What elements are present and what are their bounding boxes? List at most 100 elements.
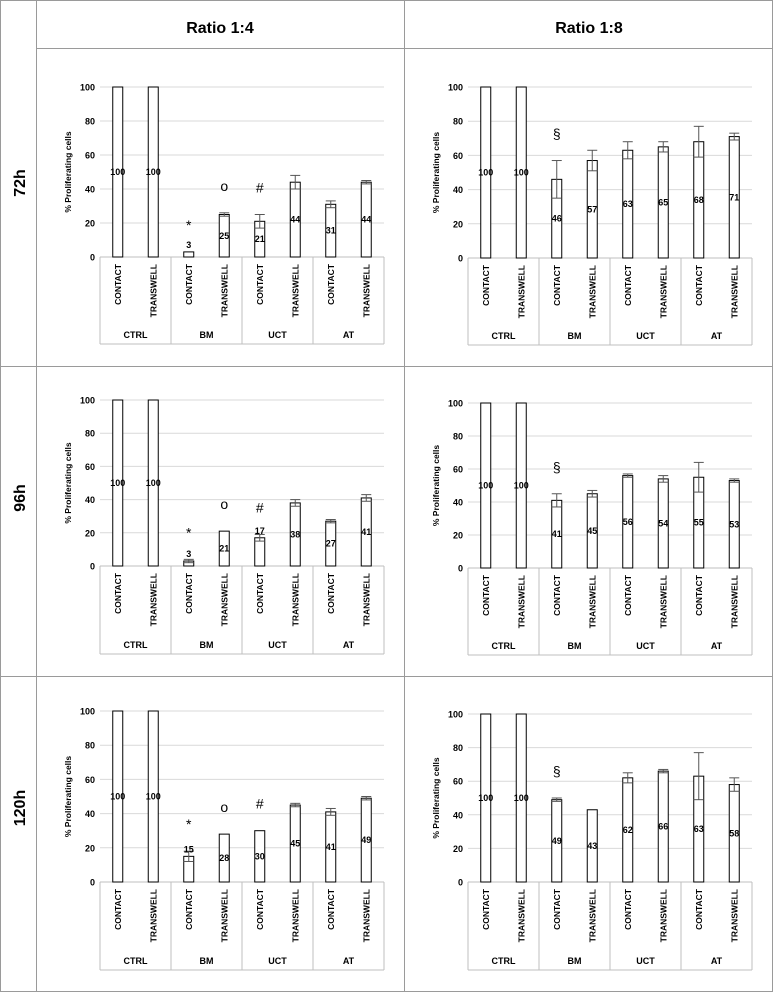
y-tick-label: 100	[448, 83, 463, 93]
bar	[254, 830, 266, 883]
y-axis-label: % Proliferating cells	[63, 756, 73, 838]
data-label: 43	[587, 841, 597, 851]
group-label: BM	[200, 330, 214, 340]
x-tick-label: TRANSWELL	[587, 575, 597, 628]
x-tick-label: TRANSWELL	[290, 573, 300, 626]
data-label: 45	[290, 839, 300, 849]
bar	[254, 537, 266, 567]
y-tick-label: 80	[85, 741, 95, 751]
significance-marker: *	[186, 816, 192, 832]
x-tick-label: CONTACT	[326, 572, 336, 614]
data-label: 17	[255, 526, 265, 536]
significance-marker: #	[256, 796, 264, 812]
y-tick-label: 40	[85, 185, 95, 195]
y-tick-label: 20	[453, 219, 463, 229]
data-label: 100	[514, 168, 529, 178]
data-label: 55	[694, 518, 704, 528]
x-tick-label: CONTACT	[481, 888, 491, 930]
x-tick-label: TRANSWELL	[658, 889, 668, 942]
bar	[515, 86, 527, 259]
y-tick-label: 60	[453, 777, 463, 787]
data-label: 30	[255, 851, 265, 861]
data-label: 54	[658, 518, 668, 528]
significance-marker: §	[553, 763, 561, 779]
group-label: UCT	[268, 330, 287, 340]
data-label: 27	[326, 539, 336, 549]
x-tick-label: CONTACT	[255, 888, 265, 930]
x-tick-label: TRANSWELL	[658, 265, 668, 318]
data-label: 53	[729, 519, 739, 529]
data-label: 3	[186, 549, 191, 559]
x-tick-label: CONTACT	[694, 574, 704, 616]
chart-panels: 0 20 40 60 80 100 % Proliferating cells 100 CONT…	[63, 83, 753, 971]
bar	[112, 399, 124, 567]
x-tick-label: TRANSWELL	[148, 889, 158, 942]
bar	[480, 402, 492, 569]
bar	[586, 809, 598, 883]
x-tick-label: TRANSWELL	[658, 575, 668, 628]
group-label: UCT	[268, 640, 287, 650]
group-label: BM	[568, 641, 582, 651]
data-label: 58	[729, 828, 739, 838]
data-label: 100	[110, 167, 125, 177]
group-label: CTRL	[492, 956, 516, 966]
y-tick-label: 20	[85, 219, 95, 229]
chart-panel: 0 20 40 60 80 100 % Proliferating cells 100 CONT…	[63, 83, 385, 345]
y-tick-label: 100	[80, 83, 95, 93]
x-tick-label: TRANSWELL	[516, 889, 526, 942]
y-axis-label: % Proliferating cells	[431, 757, 441, 839]
data-label: 38	[290, 529, 300, 539]
y-tick-label: 100	[448, 399, 463, 409]
data-label: 100	[146, 792, 161, 802]
data-label: 100	[478, 481, 493, 491]
group-label: BM	[568, 331, 582, 341]
data-label: 100	[146, 167, 161, 177]
data-label: 57	[587, 204, 597, 214]
significance-marker: #	[256, 499, 264, 515]
data-label: 100	[110, 792, 125, 802]
row-label-96h: 96h	[12, 484, 29, 512]
data-label: 100	[146, 478, 161, 488]
y-tick-label: 80	[85, 429, 95, 439]
x-tick-label: CONTACT	[552, 264, 562, 306]
group-label: CTRL	[492, 331, 516, 341]
data-label: 63	[623, 199, 633, 209]
bar	[480, 86, 492, 259]
data-label: 49	[361, 835, 371, 845]
group-label: UCT	[636, 641, 655, 651]
data-label: 65	[658, 197, 668, 207]
y-tick-label: 60	[85, 462, 95, 472]
y-tick-label: 80	[453, 117, 463, 127]
bar	[147, 710, 159, 883]
x-tick-label: TRANSWELL	[729, 265, 739, 318]
data-label: 100	[110, 478, 125, 488]
x-tick-label: CONTACT	[481, 574, 491, 616]
y-tick-label: 20	[453, 844, 463, 854]
y-tick-label: 40	[453, 498, 463, 508]
y-tick-label: 60	[85, 151, 95, 161]
row-label-120h: 120h	[12, 790, 29, 826]
y-tick-label: 20	[85, 843, 95, 853]
bar	[515, 402, 527, 569]
x-tick-label: TRANSWELL	[729, 575, 739, 628]
x-tick-label: CONTACT	[481, 264, 491, 306]
x-tick-label: CONTACT	[113, 888, 123, 930]
x-tick-label: CONTACT	[255, 263, 265, 305]
data-label: 62	[623, 825, 633, 835]
x-tick-label: CONTACT	[326, 263, 336, 305]
data-label: 3	[186, 240, 191, 250]
significance-marker: o	[220, 496, 228, 512]
chart-panel: 0 20 40 60 80 100 % Proliferating cells 100 CONT…	[63, 707, 385, 971]
x-tick-label: TRANSWELL	[361, 264, 371, 317]
data-label: 44	[361, 215, 371, 225]
y-tick-label: 0	[90, 562, 95, 572]
x-tick-label: CONTACT	[694, 888, 704, 930]
chart-panel: 0 20 40 60 80 100 % Proliferating cells 100 CONT…	[431, 83, 753, 346]
y-axis-label: % Proliferating cells	[63, 131, 73, 213]
data-label: 15	[184, 844, 194, 854]
data-label: 71	[729, 192, 739, 202]
group-label: AT	[711, 331, 723, 341]
x-tick-label: TRANSWELL	[361, 889, 371, 942]
group-label: CTRL	[492, 641, 516, 651]
